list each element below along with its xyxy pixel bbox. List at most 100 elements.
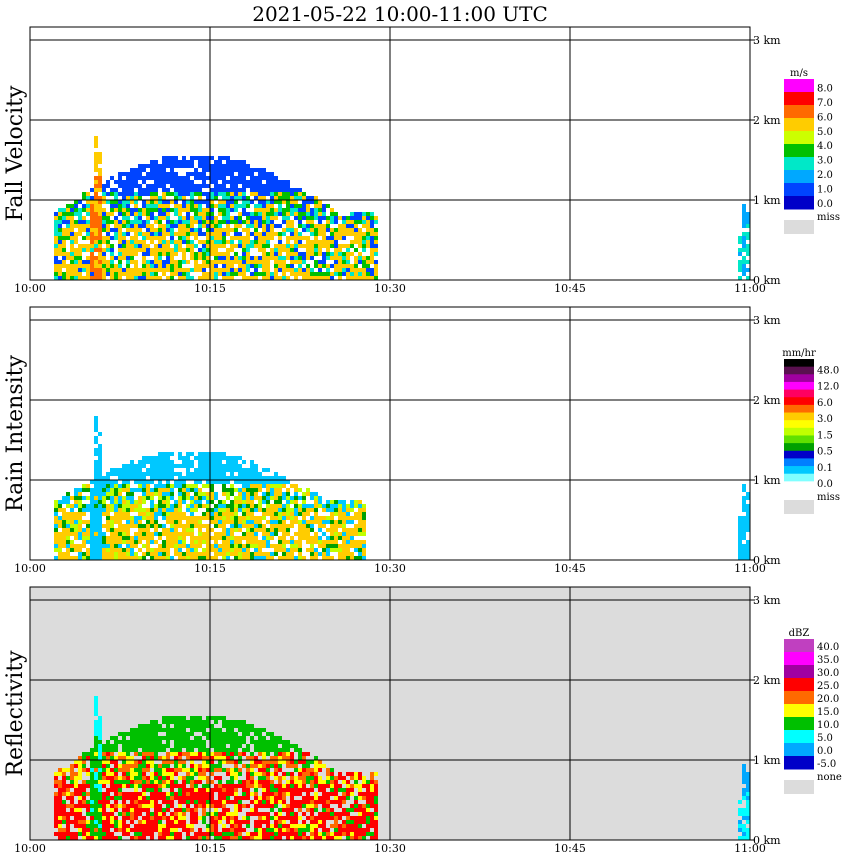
echo-cell [118,732,122,736]
echo-cell [242,500,246,504]
echo-cell [282,776,286,780]
echo-cell [278,208,282,212]
echo-cell [326,228,330,232]
echo-cell [166,732,170,736]
echo-cell [134,736,138,740]
echo-cell [238,476,242,480]
echo-cell [182,156,186,160]
echo-cell [274,756,278,760]
echo-cell [246,240,250,244]
echo-cell [746,544,750,548]
echo-cell [222,488,226,492]
echo-cell [126,200,130,204]
echo-cell [298,544,302,548]
echo-cell [118,768,122,772]
echo-cell [158,736,162,740]
echo-cell [278,796,282,800]
echo-cell [182,160,186,164]
echo-cell [182,200,186,204]
echo-cell [226,748,230,752]
echo-cell [178,204,182,208]
echo-cell [214,812,218,816]
echo-cell [154,248,158,252]
echo-cell [106,824,110,828]
echo-cell [62,772,66,776]
echo-cell [218,452,222,456]
echo-cell [318,216,322,220]
echo-cell [302,828,306,832]
echo-cell [146,776,150,780]
echo-cell [174,472,178,476]
echo-cell [154,160,158,164]
echo-cell [110,176,114,180]
echo-cell [154,736,158,740]
echo-cell [262,220,266,224]
echo-cell [154,216,158,220]
echo-cell [138,472,142,476]
echo-cell [162,776,166,780]
echo-cell [330,212,334,216]
echo-cell [282,756,286,760]
echo-cell [54,516,58,520]
echo-cell [182,740,186,744]
echo-cell [282,828,286,832]
echo-cell [254,240,258,244]
echo-cell [182,752,186,756]
echo-cell [134,508,138,512]
echo-cell [178,236,182,240]
echo-cell [334,212,338,216]
echo-cell [258,168,262,172]
echo-cell [238,772,242,776]
echo-cell [86,820,90,824]
echo-cell [174,812,178,816]
echo-cell [270,788,274,792]
echo-cell [230,748,234,752]
echo-cell [118,252,122,256]
echo-cell [242,252,246,256]
echo-cell [130,240,134,244]
echo-cell [234,820,238,824]
echo-cell [158,808,162,812]
echo-cell [242,192,246,196]
echo-cell [74,268,78,272]
echo-cell [250,224,254,228]
echo-cell [314,500,318,504]
echo-cell [162,452,166,456]
echo-cell [226,832,230,836]
echo-cell [134,224,138,228]
echo-cell [274,768,278,772]
echo-cell [150,720,154,724]
echo-cell [178,228,182,232]
echo-cell [338,252,342,256]
echo-cell [122,744,126,748]
echo-cell [190,216,194,220]
echo-cell [254,480,258,484]
echo-cell [146,804,150,808]
echo-cell [158,480,162,484]
echo-cell [178,800,182,804]
echo-cell [238,216,242,220]
echo-cell [262,212,266,216]
echo-cell [314,548,318,552]
echo-cell [266,832,270,836]
echo-cell [298,488,302,492]
echo-cell [206,252,210,256]
echo-cell [218,544,222,548]
echo-cell [318,544,322,548]
echo-cell [290,196,294,200]
echo-cell [166,492,170,496]
echo-cell [150,800,154,804]
echo-cell [62,244,66,248]
echo-cell [122,516,126,520]
echo-cell [206,812,210,816]
echo-cell [242,524,246,528]
echo-cell [150,208,154,212]
echo-cell [90,776,94,780]
echo-cell [238,256,242,260]
echo-cell [158,220,162,224]
echo-cell [166,820,170,824]
echo-cell [130,468,134,472]
echo-cell [370,212,374,216]
echo-cell [162,192,166,196]
echo-cell [74,760,78,764]
